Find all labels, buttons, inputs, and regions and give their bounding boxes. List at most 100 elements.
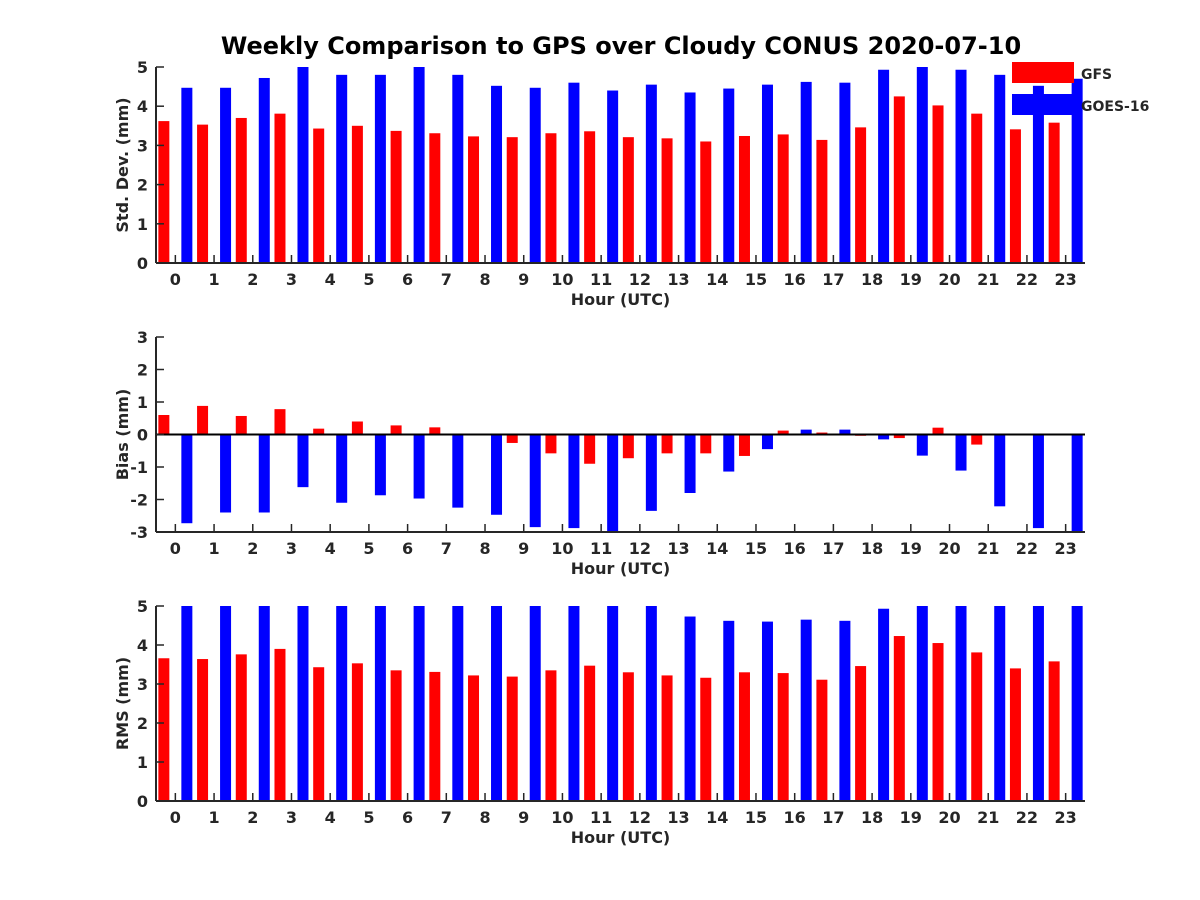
x-axis-label: Hour (UTC)	[571, 290, 671, 309]
bar-gfs-1	[197, 124, 209, 264]
bar-goes-16-18	[878, 434, 890, 440]
legend-swatch-goes-16	[1012, 94, 1074, 115]
bar-goes-16-4	[336, 74, 348, 263]
y-tick-label: 3	[137, 136, 148, 155]
y-tick-label: -2	[130, 491, 148, 510]
bar-gfs-22	[1009, 129, 1021, 263]
bar-gfs-21	[971, 434, 983, 445]
x-tick-label: 2	[247, 539, 258, 558]
bar-gfs-17	[816, 679, 828, 801]
series-gfs	[158, 636, 1060, 801]
bar-gfs-0	[158, 658, 170, 801]
bar-gfs-11	[584, 665, 596, 801]
x-tick-label: 12	[629, 808, 651, 827]
x-tick-label: 8	[479, 539, 490, 558]
x-tick-label: 1	[208, 808, 219, 827]
x-tick-label: 19	[900, 270, 922, 289]
x-tick-label: 13	[667, 539, 689, 558]
x-tick-label: 7	[441, 808, 452, 827]
bar-gfs-5	[351, 663, 363, 801]
x-tick-label: 4	[325, 539, 336, 558]
x-tick-label: 23	[1055, 808, 1077, 827]
x-tick-label: 8	[479, 808, 490, 827]
bar-gfs-2	[235, 415, 247, 435]
y-tick-label: 0	[137, 792, 148, 811]
bar-goes-16-6	[413, 606, 425, 801]
x-tick-label: 5	[363, 808, 374, 827]
bar-gfs-6	[390, 130, 402, 263]
x-tick-label: 4	[325, 808, 336, 827]
x-axis-label: Hour (UTC)	[571, 559, 671, 578]
bar-goes-16-7	[452, 606, 464, 801]
bar-gfs-14	[700, 141, 712, 263]
y-tick-label: 4	[137, 636, 148, 655]
bar-goes-16-7	[452, 434, 464, 508]
bar-goes-16-7	[452, 74, 464, 263]
x-tick-label: 17	[822, 808, 844, 827]
bar-goes-16-3	[297, 67, 309, 263]
bar-goes-16-10	[568, 82, 580, 264]
bar-goes-16-8	[491, 85, 503, 263]
x-tick-label: 22	[1016, 270, 1038, 289]
bar-goes-16-10	[568, 606, 580, 801]
x-tick-label: 19	[900, 808, 922, 827]
bar-gfs-14	[700, 677, 712, 801]
bar-goes-16-22	[1032, 434, 1044, 529]
x-tick-label: 2	[247, 808, 258, 827]
bar-goes-16-3	[297, 606, 309, 801]
bar-goes-16-9	[529, 606, 541, 801]
bar-gfs-3	[274, 113, 286, 263]
x-tick-label: 11	[590, 270, 612, 289]
bar-gfs-1	[197, 405, 209, 435]
x-axis-label: Hour (UTC)	[571, 828, 671, 847]
bar-goes-16-16	[800, 429, 812, 435]
x-tick-label: 20	[938, 539, 960, 558]
bar-gfs-12	[622, 137, 634, 263]
bar-gfs-13	[661, 138, 673, 263]
series-goes-16	[181, 67, 1083, 264]
x-tick-label: 14	[706, 539, 728, 558]
bar-goes-16-14	[723, 620, 735, 801]
bar-goes-16-18	[878, 69, 890, 263]
x-tick-label: 0	[170, 270, 181, 289]
x-tick-label: 21	[977, 270, 999, 289]
x-tick-label: 6	[402, 270, 413, 289]
x-tick-label: 4	[325, 270, 336, 289]
bar-goes-16-13	[684, 434, 696, 493]
bar-goes-16-0	[181, 87, 193, 263]
bar-goes-16-4	[336, 434, 348, 503]
bar-goes-16-8	[491, 434, 503, 515]
bar-gfs-10	[545, 434, 557, 454]
bar-goes-16-21	[994, 74, 1006, 263]
x-tick-label: 16	[784, 539, 806, 558]
bar-goes-16-13	[684, 616, 696, 801]
y-tick-label: 5	[137, 597, 148, 616]
bar-gfs-18	[855, 127, 867, 263]
bar-gfs-8	[468, 136, 480, 263]
x-tick-label: 20	[938, 808, 960, 827]
bar-goes-16-19	[916, 434, 928, 456]
series-gfs	[158, 405, 1060, 464]
y-axis-label: RMS (mm)	[113, 657, 132, 750]
bar-gfs-19	[893, 96, 905, 264]
bar-goes-16-11	[607, 606, 619, 801]
bar-goes-16-6	[413, 67, 425, 263]
bar-goes-16-1	[220, 606, 232, 801]
bar-goes-16-10	[568, 434, 580, 529]
bar-goes-16-15	[761, 434, 773, 450]
bar-gfs-3	[274, 648, 286, 801]
bar-gfs-5	[351, 421, 363, 435]
x-tick-label: 22	[1016, 808, 1038, 827]
bar-goes-16-21	[994, 434, 1006, 507]
bar-gfs-20	[932, 105, 944, 263]
y-tick-label: -3	[130, 523, 148, 542]
legend-label-goes-16: GOES-16	[1081, 99, 1149, 115]
bar-gfs-0	[158, 415, 170, 435]
bar-gfs-18	[855, 666, 867, 801]
x-tick-label: 9	[518, 270, 529, 289]
x-tick-label: 7	[441, 539, 452, 558]
bar-gfs-21	[971, 652, 983, 801]
bar-gfs-17	[816, 139, 828, 263]
